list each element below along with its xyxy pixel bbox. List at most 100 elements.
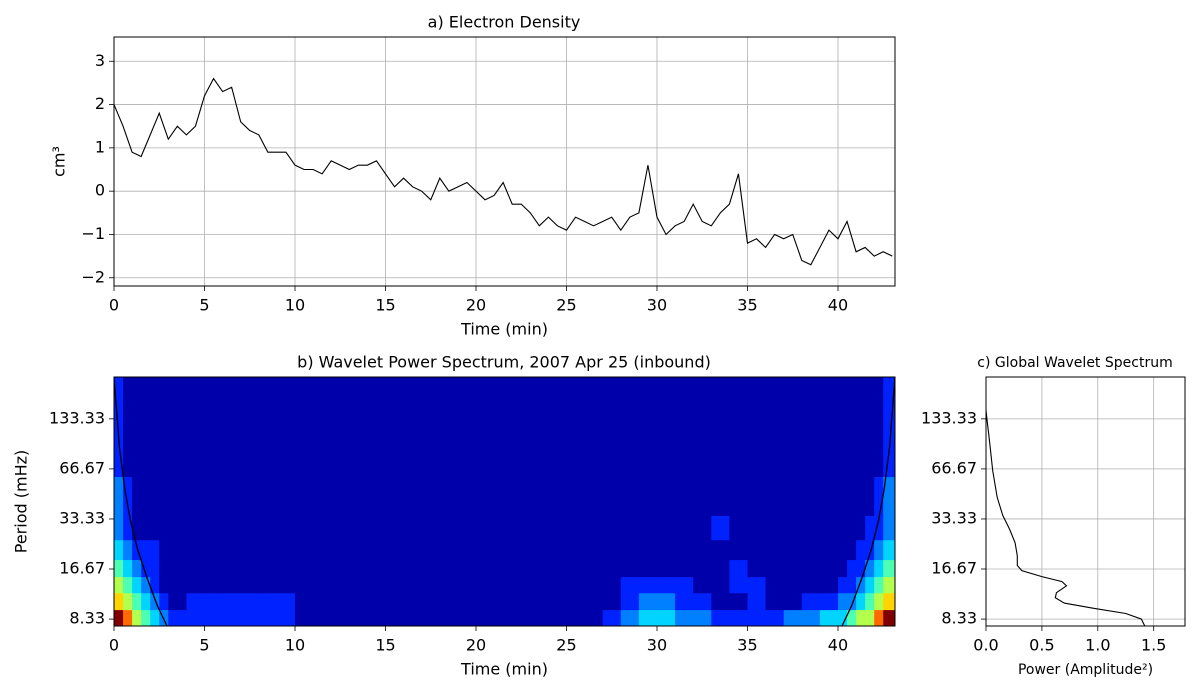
power-cell [258, 559, 296, 578]
power-cell [837, 476, 848, 516]
power-cell [837, 609, 848, 626]
power-cell [638, 559, 658, 578]
panel-title: b) Wavelet Power Spectrum, 2007 Apr 25 (… [297, 353, 711, 372]
power-cell [711, 559, 730, 578]
power-cell [783, 592, 803, 611]
power-cell [548, 559, 586, 578]
power-cell [747, 476, 767, 516]
power-cell [132, 576, 142, 594]
power-cell [114, 559, 124, 578]
power-cell [693, 476, 712, 516]
power-cell [847, 559, 857, 578]
power-cell [874, 592, 884, 611]
power-cell [168, 377, 187, 478]
power-cell [439, 609, 477, 626]
x-tick-label: 5 [199, 636, 209, 655]
power-cell [294, 539, 332, 561]
power-cell [258, 377, 296, 478]
power-cell [638, 592, 658, 611]
power-cell [367, 559, 405, 578]
power-cell [783, 476, 803, 516]
power-cell [819, 515, 839, 541]
power-cell [783, 515, 803, 541]
power-cell [367, 515, 405, 541]
power-cell [258, 515, 296, 541]
power-cell [150, 609, 160, 626]
power-cell [114, 592, 124, 611]
power-cell [475, 476, 513, 516]
power-cell [403, 576, 441, 594]
power-cell [747, 515, 767, 541]
power-cell [874, 609, 884, 626]
power-cell [847, 476, 857, 516]
power-cell [856, 476, 866, 516]
power-cell [159, 377, 169, 478]
x-tick-label: 0.0 [973, 636, 998, 655]
x-axis-label: Time (min) [460, 320, 548, 339]
y-tick-label: 33.33 [59, 508, 105, 527]
x-tick-label: 40 [828, 296, 848, 315]
power-cell [883, 609, 895, 626]
power-cell [150, 539, 160, 561]
power-cell [711, 377, 730, 478]
power-cell [801, 609, 821, 626]
power-cell [819, 539, 839, 561]
power-cell [747, 592, 767, 611]
power-cell [865, 576, 875, 594]
power-cell [874, 476, 884, 516]
power-cell [602, 609, 622, 626]
power-cell [865, 539, 875, 561]
power-cell [512, 609, 549, 626]
power-cell [856, 377, 866, 478]
x-tick-label: 15 [375, 636, 395, 655]
power-cell [222, 609, 260, 626]
power-cell [847, 539, 857, 561]
power-cell [675, 377, 694, 478]
power-cell [874, 576, 884, 594]
power-cell [258, 592, 296, 611]
x-tick-label: 1.0 [1085, 636, 1110, 655]
power-cell [729, 609, 748, 626]
cone-of-influence [114, 377, 168, 626]
power-cell [847, 609, 857, 626]
power-cell [367, 592, 405, 611]
power-cell [747, 539, 767, 561]
y-tick-label: 16.67 [931, 558, 977, 577]
power-cell [729, 559, 748, 578]
power-cell [150, 592, 160, 611]
power-cell [512, 559, 549, 578]
power-cell [258, 476, 296, 516]
power-cell [548, 609, 586, 626]
power-cell [403, 377, 441, 478]
power-cell [548, 377, 586, 478]
power-cell [150, 377, 160, 478]
power-cell [783, 609, 803, 626]
power-cell [114, 576, 124, 594]
power-cell [141, 476, 151, 516]
x-tick-label: 40 [828, 636, 848, 655]
power-cell [222, 476, 260, 516]
power-cell [439, 592, 477, 611]
power-cell [222, 377, 260, 478]
power-cell [222, 539, 260, 561]
power-cell [512, 592, 549, 611]
y-tick-label: 2 [95, 94, 105, 113]
power-cell [204, 377, 224, 478]
power-cell [331, 592, 368, 611]
power-cell [123, 576, 133, 594]
power-cell [331, 576, 368, 594]
power-cell [168, 576, 187, 594]
power-cell [865, 515, 875, 541]
power-cell [132, 476, 142, 516]
power-cell [168, 592, 187, 611]
power-cell [874, 539, 884, 561]
power-cell [186, 592, 205, 611]
power-cell [548, 515, 586, 541]
power-cell [439, 476, 477, 516]
data-line [985, 410, 1146, 627]
power-cell [856, 592, 866, 611]
power-cell [765, 515, 785, 541]
power-cell [801, 559, 821, 578]
power-cell [439, 377, 477, 478]
power-cell [729, 576, 748, 594]
